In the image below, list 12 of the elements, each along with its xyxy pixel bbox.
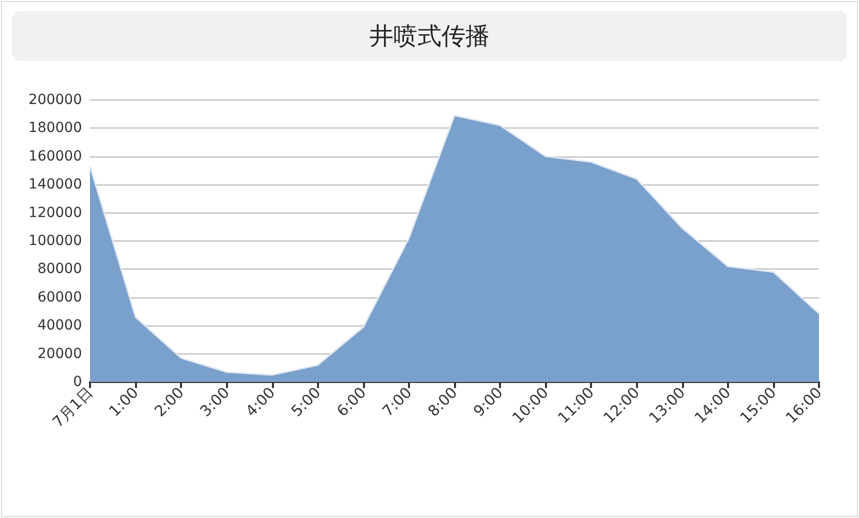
y-tick-label: 100000	[28, 233, 82, 249]
y-tick-label: 80000	[37, 261, 82, 278]
y-tick-label: 160000	[28, 148, 82, 164]
chart-title: 井喷式传播	[12, 11, 847, 61]
y-tick-label: 40000	[37, 318, 82, 334]
y-tick-label: 60000	[37, 289, 82, 306]
y-tick-label: 120000	[28, 204, 82, 221]
y-tick-label: 0	[73, 374, 82, 390]
y-tick-label: 140000	[28, 176, 82, 193]
y-tick-label: 20000	[37, 346, 82, 362]
y-tick-label: 180000	[28, 120, 82, 136]
y-tick-label: 200000	[28, 92, 82, 108]
